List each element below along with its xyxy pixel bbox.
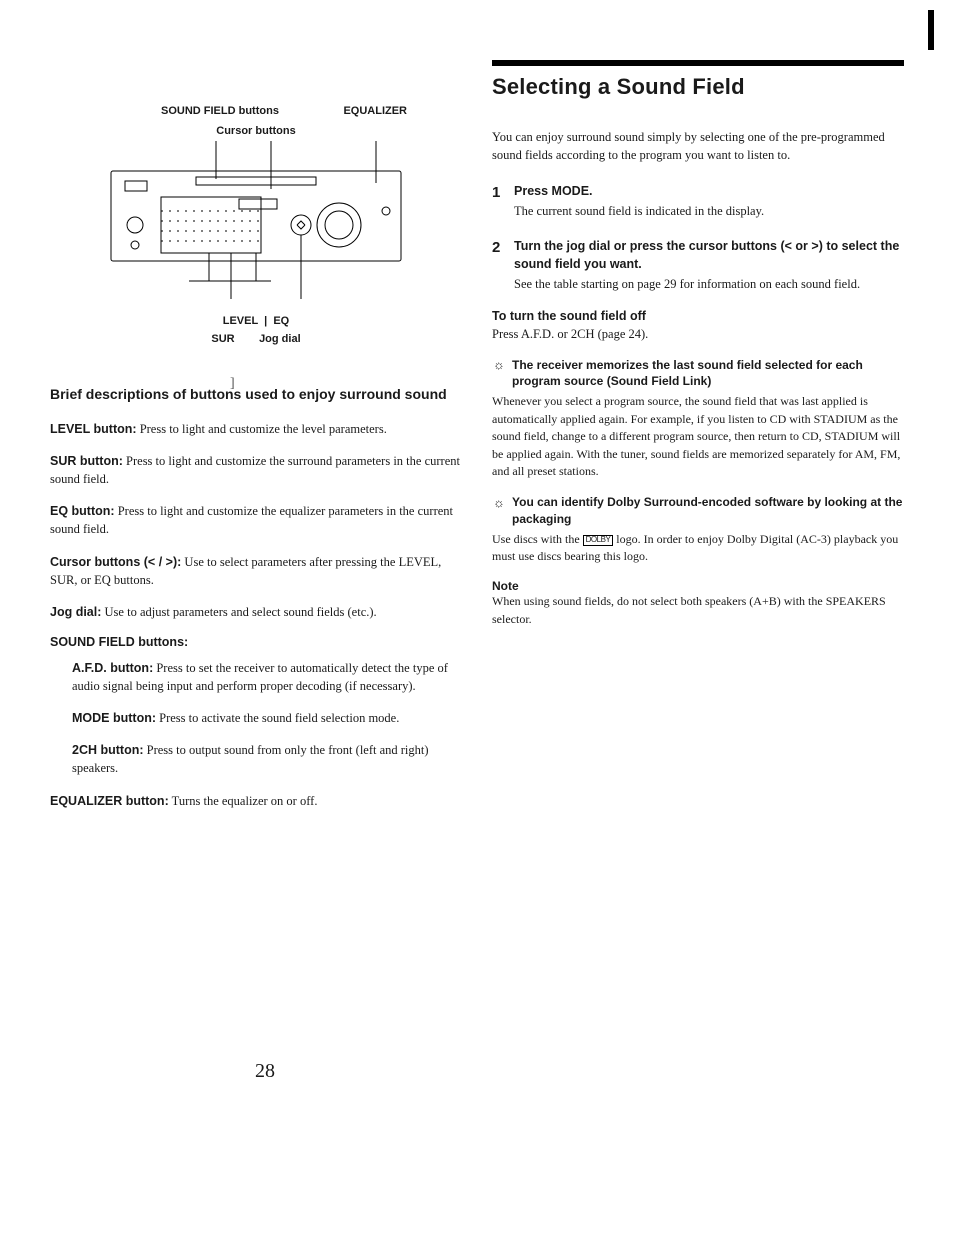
page-number: 28 xyxy=(255,1060,275,1083)
level-button-bold: LEVEL button: xyxy=(50,422,137,436)
brief-descriptions-heading: Brief descriptions of buttons used to en… xyxy=(50,385,462,404)
level-button-desc: LEVEL button: Press to light and customi… xyxy=(50,420,462,438)
level-button-text: Press to light and customize the level p… xyxy=(137,422,387,436)
tip-icon-2: ☼ xyxy=(492,495,506,509)
jog-dial-bold: Jog dial: xyxy=(50,605,101,619)
heading-rule xyxy=(492,60,904,66)
two-column-layout: SOUND FIELD buttons EQUALIZER Cursor but… xyxy=(20,60,934,824)
eq-button-bold: EQ button: xyxy=(50,504,115,518)
step-1: 1 Press MODE. The current sound field is… xyxy=(492,182,904,220)
note-body: When using sound fields, do not select b… xyxy=(492,593,904,628)
right-column: Selecting a Sound Field You can enjoy su… xyxy=(492,60,904,824)
sound-field-buttons-heading: SOUND FIELD buttons: xyxy=(50,635,462,649)
tip1-body: Whenever you select a program source, th… xyxy=(492,393,904,480)
cursor-buttons-bold-open: Cursor buttons ( xyxy=(50,555,148,569)
label-jog-dial: Jog dial xyxy=(259,333,301,345)
label-cursor-buttons: Cursor buttons xyxy=(101,125,411,137)
tip2-body-a: Use discs with the xyxy=(492,532,583,546)
afd-button-bold: A.F.D. button: xyxy=(72,661,153,675)
note-heading: Note xyxy=(492,579,904,593)
main-heading: Selecting a Sound Field xyxy=(492,74,904,100)
turnoff-title: To turn the sound field off xyxy=(492,309,904,323)
afd-button-desc: A.F.D. button: Press to set the receiver… xyxy=(72,659,462,695)
cursor-buttons-desc: Cursor buttons (< / >): Use to select pa… xyxy=(50,553,462,589)
label-equalizer: EQUALIZER xyxy=(343,105,407,117)
mode-button-text: Press to activate the sound field select… xyxy=(156,711,399,725)
label-eq: EQ xyxy=(273,315,289,327)
label-sur: SUR xyxy=(211,333,234,345)
sur-button-desc: SUR button: Press to light and customize… xyxy=(50,452,462,488)
tip-icon: ☼ xyxy=(492,358,506,372)
greater-than-glyph: > xyxy=(166,555,173,569)
2ch-button-desc: 2CH button: Press to output sound from o… xyxy=(72,741,462,777)
stray-bracket: ] xyxy=(230,376,235,392)
eq-button-desc: EQ button: Press to light and customize … xyxy=(50,502,462,538)
tip2-body: Use discs with the DOLBY logo. In order … xyxy=(492,531,904,566)
equalizer-button-bold: EQUALIZER button: xyxy=(50,794,169,808)
mode-button-desc: MODE button: Press to activate the sound… xyxy=(72,709,462,727)
step-2-title: Turn the jog dial or press the cursor bu… xyxy=(514,237,904,273)
tip-sound-field-link: ☼ The receiver memorizes the last sound … xyxy=(492,357,904,480)
page-edge-mark xyxy=(928,10,934,50)
tip1-heading: The receiver memorizes the last sound fi… xyxy=(512,357,904,389)
step-2: 2 Turn the jog dial or press the cursor … xyxy=(492,237,904,293)
intro-paragraph: You can enjoy surround sound simply by s… xyxy=(492,128,904,164)
label-level: LEVEL xyxy=(223,315,258,327)
receiver-diagram: SOUND FIELD buttons EQUALIZER Cursor but… xyxy=(101,105,411,345)
equalizer-button-text: Turns the equalizer on or off. xyxy=(169,794,318,808)
turnoff-text: Press A.F.D. or 2CH (page 24). xyxy=(492,325,904,343)
step-1-number: 1 xyxy=(492,182,506,220)
step-1-text: The current sound field is indicated in … xyxy=(514,202,904,220)
step-2-gt: > xyxy=(811,239,818,253)
jog-dial-text: Use to adjust parameters and select soun… xyxy=(101,605,376,619)
dolby-logo: DOLBY xyxy=(583,535,614,546)
cursor-slash: / xyxy=(155,555,165,569)
left-column: SOUND FIELD buttons EQUALIZER Cursor but… xyxy=(50,60,462,824)
equalizer-button-desc: EQUALIZER button: Turns the equalizer on… xyxy=(50,792,462,810)
receiver-svg xyxy=(101,141,411,311)
sur-button-bold: SUR button: xyxy=(50,454,123,468)
tip2-heading: You can identify Dolby Surround-encoded … xyxy=(512,494,904,526)
step-2-number: 2 xyxy=(492,237,506,293)
step-2-title-b: or xyxy=(792,239,811,253)
step-2-title-a: Turn the jog dial or press the cursor bu… xyxy=(514,239,785,253)
step-1-title: Press MODE. xyxy=(514,182,904,200)
jog-dial-desc: Jog dial: Use to adjust parameters and s… xyxy=(50,603,462,621)
mode-button-bold: MODE button: xyxy=(72,711,156,725)
step-2-lt: < xyxy=(785,239,792,253)
label-sound-field-buttons: SOUND FIELD buttons xyxy=(161,105,279,117)
tip-dolby-packaging: ☼ You can identify Dolby Surround-encode… xyxy=(492,494,904,565)
step-2-text: See the table starting on page 29 for in… xyxy=(514,275,904,293)
2ch-button-bold: 2CH button: xyxy=(72,743,144,757)
